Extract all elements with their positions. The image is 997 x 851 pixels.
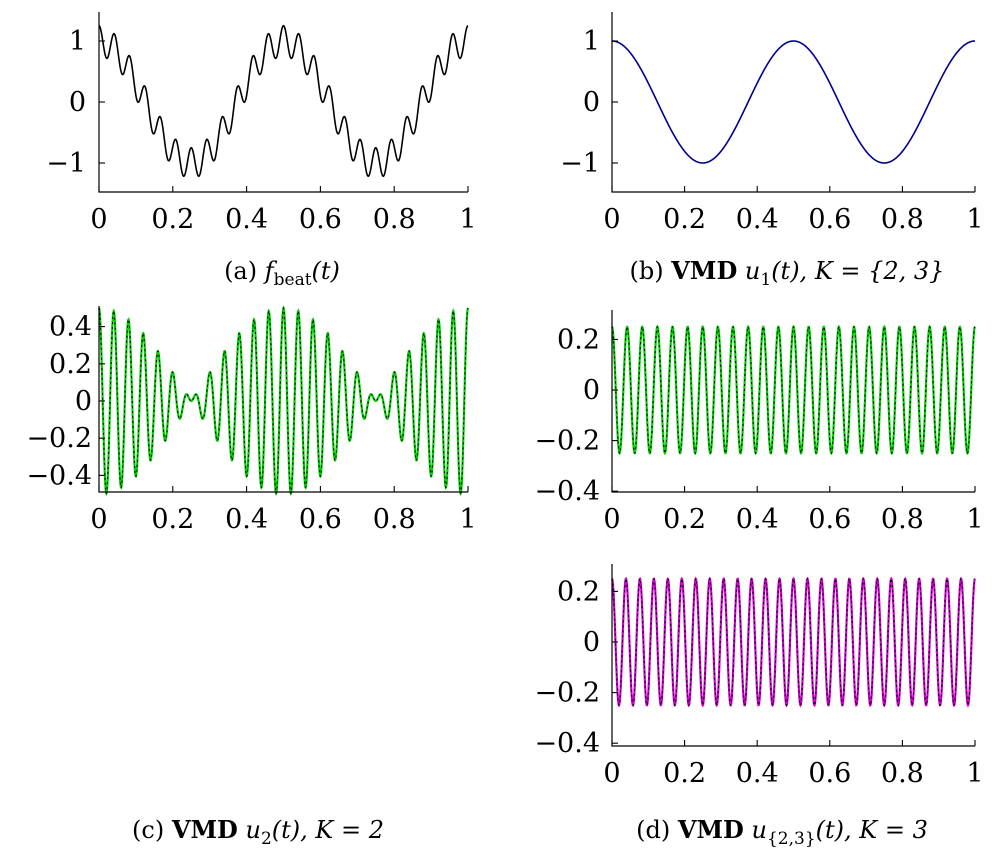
panel-c-ytick-label: −0.4 [26, 460, 92, 491]
panel-c-xtick-label: 0.4 [225, 504, 268, 535]
panel-a-caption: (a) fbeat(t) [224, 257, 340, 290]
panel-c-xtick-label: 0.2 [151, 504, 194, 535]
panel-a-ytick-label: 0 [69, 87, 86, 118]
panel-d1-series-line [611, 324, 976, 456]
panel-d1-xtick-label: 0 [603, 504, 620, 535]
panel-d1-xtick-label: 0.2 [663, 504, 706, 535]
panel-d1-xtick-label: 1 [966, 504, 983, 535]
panel-d-caption: (d) VMD u{2,3}(t), K = 3 [636, 815, 928, 849]
panel-b-xtick-label: 0.4 [736, 204, 779, 235]
panel-c-ytick-label: 0.4 [49, 312, 92, 343]
panel-d2-xtick-label: 0.2 [663, 758, 706, 789]
panel-a-curve-group [98, 24, 469, 178]
panel-c-xtick-label: 1 [459, 504, 476, 535]
panel-a-xtick-label: 0 [90, 204, 107, 235]
panel-d1: 0 0.2 0.4 0.6 0.8 1 0.2 0 −0.2 −0.4 [534, 310, 984, 535]
panel-a-xtick-label: 0.2 [151, 204, 194, 235]
panel-a-ytick-label: 1 [69, 26, 86, 57]
panel-b-xtick-label: 0.6 [808, 204, 851, 235]
panel-c-caption: (c) VMD u2(t), K = 2 [132, 815, 384, 849]
panel-d1-ticks: 0 0.2 0.4 0.6 0.8 1 0.2 0 −0.2 −0.4 [534, 324, 983, 535]
panel-b-xtick-label: 0.2 [663, 204, 706, 235]
panel-d1-xtick-label: 0.4 [736, 504, 779, 535]
panel-b-ytick-label: 0 [583, 87, 600, 118]
panel-c-xtick-label: 0.6 [299, 504, 342, 535]
panel-c-ytick-label: 0.2 [49, 349, 92, 380]
panel-b-ytick-label: 1 [583, 26, 600, 57]
panel-d1-xtick-label: 0.8 [881, 504, 924, 535]
panel-d2-xtick-label: 1 [966, 758, 983, 789]
panel-b-curve-group [612, 40, 975, 164]
panel-c-xtick-label: 0.8 [373, 504, 416, 535]
panel-d2-ytick-label: 0.2 [557, 576, 600, 607]
panel-d2-ytick-label: −0.4 [534, 728, 600, 759]
panel-b: 0 0.2 0.4 0.6 0.8 110−1 (b) VMD u1(t), K = {2… [560, 12, 984, 290]
panel-a: 0 0.2 0.4 0.6 0.8 110−1 (a) fbeat(t) [46, 12, 477, 290]
panel-d2-xtick-label: 0.8 [881, 758, 924, 789]
panel-c-curve-group [97, 305, 470, 496]
panel-d2-ticks: 0 0.2 0.4 0.6 0.8 1 0.2 0 −0.2 −0.4 [534, 576, 983, 789]
panel-c-xtick-label: 0 [90, 504, 107, 535]
panel-b-xtick-label: 0.8 [881, 204, 924, 235]
panel-c: 0 0.2 0.4 0.6 0.8 1 0.4 0.2 0 −0.2 −0.4 (c) VMD u2… [26, 305, 477, 849]
panel-d2-ytick-label: −0.2 [534, 678, 600, 709]
panel-a-ticks: 0 0.2 0.4 0.6 0.8 110−1 [46, 26, 476, 235]
panel-c-ytick-label: 0 [75, 386, 92, 417]
panel-d2-reference-line [611, 577, 976, 707]
panel-a-ytick-label: −1 [46, 148, 86, 179]
panel-c-reference-line [98, 306, 469, 495]
panel-b-caption: (b) VMD u1(t), K = {2, 3} [630, 256, 945, 290]
panel-d1-ytick-label: 0 [583, 375, 600, 406]
panel-a-xtick-label: 0.6 [299, 204, 342, 235]
panel-d1-ytick-label: −0.2 [534, 426, 600, 457]
panel-d2-xtick-label: 0.6 [808, 758, 851, 789]
panel-d2-xtick-label: 0 [603, 758, 620, 789]
panel-d2-ytick-label: 0 [583, 627, 600, 658]
panel-a-axes [98, 12, 468, 193]
panel-d1-ytick-label: −0.4 [534, 476, 600, 507]
panel-b-series-line [612, 40, 975, 164]
panel-d1-xtick-label: 0.6 [808, 504, 851, 535]
panel-b-axes [611, 12, 975, 193]
panel-b-ticks: 0 0.2 0.4 0.6 0.8 110−1 [560, 26, 983, 235]
panel-d2-xtick-label: 0.4 [736, 758, 779, 789]
panel-b-xtick-label: 0 [603, 204, 620, 235]
panel-d1-curve-group [611, 324, 976, 456]
panel-a-xtick-label: 0.8 [373, 204, 416, 235]
panel-c-ytick-label: −0.2 [26, 423, 92, 454]
panel-c-ticks: 0 0.2 0.4 0.6 0.8 1 0.4 0.2 0 −0.2 −0.4 [26, 312, 476, 535]
panel-d1-ytick-label: 0.2 [557, 324, 600, 355]
panel-a-xtick-label: 1 [459, 204, 476, 235]
panel-b-ytick-label: −1 [560, 148, 600, 179]
panel-d1-axes [611, 310, 975, 493]
panel-a-series-line [98, 24, 469, 178]
panel-d2: 0 0.2 0.4 0.6 0.8 1 0.2 0 −0.2 −0.4 (d) VMD u{2,3… [534, 564, 984, 849]
panel-d1-reference-line [611, 325, 976, 455]
panel-b-xtick-label: 1 [966, 204, 983, 235]
panel-d2-curve-group [611, 576, 976, 708]
panel-a-xtick-label: 0.4 [225, 204, 268, 235]
